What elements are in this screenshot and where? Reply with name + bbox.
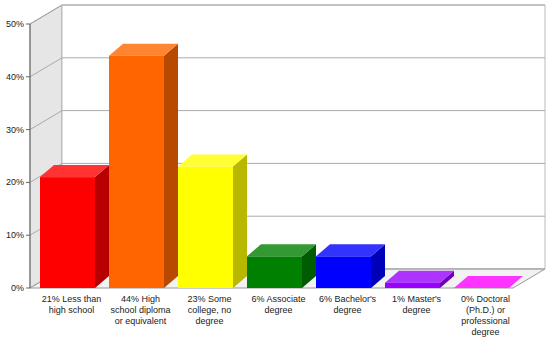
tick-mark: [26, 129, 30, 130]
category-label: 23% Somecollege, nodegree: [187, 294, 231, 326]
bar-side: [164, 44, 178, 288]
label-line: 6% Bachelor's: [319, 294, 377, 304]
label-line: or equivalent: [115, 316, 167, 326]
bar-front: [109, 56, 164, 288]
label-line: degree: [402, 305, 430, 315]
label-line: 21% Less than: [42, 294, 102, 304]
tick-mark: [26, 288, 30, 289]
bar: [109, 44, 178, 288]
tick-label: 50%: [6, 19, 24, 29]
tick-mark: [26, 24, 30, 25]
label-line: degree: [195, 316, 223, 326]
bar-top: [247, 244, 316, 256]
tick-mark: [26, 182, 30, 183]
tick-label: 40%: [6, 72, 24, 82]
bar: [247, 244, 316, 288]
label-line: degree: [264, 305, 292, 315]
label-line: professional: [461, 316, 510, 326]
bar: [178, 155, 247, 288]
chart: 0% 10% 20% 30% 40% 50% 21% Less thanhigh schoo…: [0, 0, 550, 350]
bar: [385, 271, 454, 288]
label-line: college, no: [188, 305, 232, 315]
category-label: 44% Highschool diplomaor equivalent: [110, 294, 170, 326]
category-label: 21% Less thanhigh school: [42, 294, 102, 315]
category-label: 6% Bachelor'sdegree: [319, 294, 377, 315]
y-axis: [30, 24, 31, 288]
tick-label: 30%: [6, 125, 24, 135]
bar-top: [316, 244, 385, 256]
bar-front: [178, 167, 233, 288]
bars: [40, 44, 523, 288]
bar-side: [95, 165, 109, 288]
bar-front: [316, 256, 371, 288]
tick-mark: [26, 76, 30, 77]
label-line: (Ph.D.) or: [466, 305, 505, 315]
label-line: 0% Doctoral: [461, 294, 510, 304]
bar-top: [109, 44, 178, 56]
tick-label: 10%: [6, 230, 24, 240]
bar: [40, 165, 109, 288]
label-line: degree: [471, 327, 499, 337]
bar: [454, 276, 523, 288]
label-line: 44% High: [121, 294, 160, 304]
bar-front: [454, 288, 509, 289]
category-label: 6% Associatedegree: [251, 294, 305, 315]
label-line: 1% Master's: [392, 294, 442, 304]
label-line: degree: [333, 305, 361, 315]
bar-top: [385, 271, 454, 283]
grid-line: [30, 58, 545, 77]
tick-mark: [26, 235, 30, 236]
bar-top: [454, 276, 523, 288]
bar-front: [247, 256, 302, 288]
tick-label: 0%: [11, 283, 24, 293]
label-line: school diploma: [110, 305, 170, 315]
category-label: 0% Doctoral(Ph.D.) orprofessionaldegree: [461, 294, 510, 337]
bar-front: [40, 177, 95, 288]
grid-line: [30, 111, 545, 130]
label-line: 23% Some: [187, 294, 231, 304]
bar-front: [385, 283, 440, 288]
bar: [316, 244, 385, 288]
category-label: 1% Master'sdegree: [392, 294, 442, 315]
grid-line: [30, 5, 545, 24]
bar-top: [178, 155, 247, 167]
tick-label: 20%: [6, 177, 24, 187]
bar-top: [40, 165, 109, 177]
label-line: high school: [49, 305, 95, 315]
label-line: 6% Associate: [251, 294, 305, 304]
bar-side: [233, 155, 247, 288]
